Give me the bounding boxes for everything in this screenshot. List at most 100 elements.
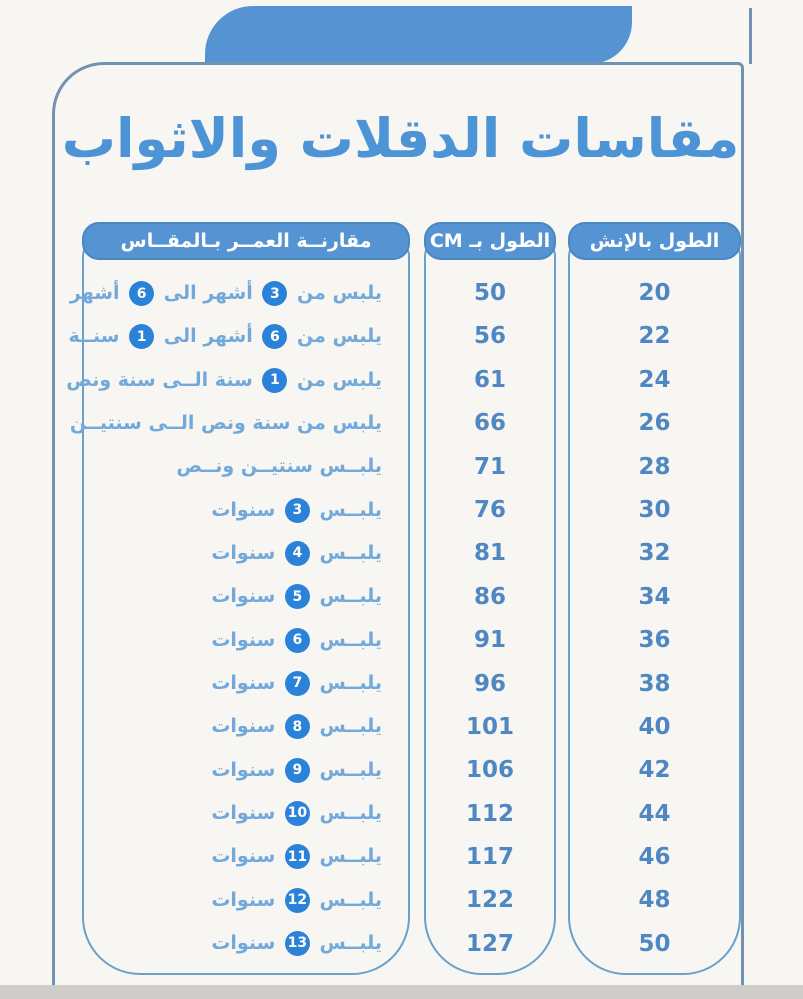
age-text-segment: يلبــس [312,758,383,781]
cm-value: 101 [465,713,514,740]
inches-value: 30 [638,496,671,523]
cm-value: 81 [473,540,506,567]
cm-value: 66 [473,410,506,437]
age-row: يلبــس 7 سنوات [84,670,408,697]
cm-value: 106 [465,757,514,784]
age-row: يلبس من 1 سنة الــى سنة ونص [66,367,408,394]
cm-column: الطول بـ CM 50 56 61 66 71 76 81 86 91 96 101 106 11… [424,222,556,975]
circled-number: 1 [262,367,288,393]
inches-value: 34 [638,583,671,610]
age-text-segment: سنوات [211,541,282,564]
inches-value: 50 [638,930,671,957]
age-text-segment: يلبــس [312,585,383,608]
cm-value: 56 [473,323,506,350]
cm-value: 91 [473,627,506,654]
inches-value: 46 [638,844,671,871]
circled-number: 12 [284,887,310,913]
top-tab-shape [205,6,632,64]
age-text-segment: سنــة [68,325,127,348]
age-text-segment: يلبــس [312,715,383,738]
age-row: يلبــس 9 سنوات [84,757,408,784]
age-text-segment: يلبس من [290,325,382,348]
inches-value: 20 [638,280,671,306]
circled-number: 8 [284,714,310,740]
age-text-segment: يلبــس [312,888,383,911]
age-text-segment: سنوات [211,758,282,781]
age-text-segment: سنوات [211,845,282,868]
age-row: يلبس من 6 أشهر الى 1 سنــة [69,323,408,350]
age-text-segment: يلبــس [312,671,383,694]
age-text-segment: يلبــس [312,845,383,868]
age-text-segment: سنوات [211,628,282,651]
age-text-segment: يلبــس [312,628,383,651]
age-text-segment: يلبــس [312,541,383,564]
circled-number: 11 [284,844,310,870]
inches-value: 42 [638,757,671,784]
inches-value: 24 [638,366,671,393]
age-text-segment: سنوات [211,671,282,694]
inches-column-header: الطول بالإنش [568,222,741,260]
cm-value: 127 [465,930,514,957]
circled-number: 13 [284,930,310,956]
age-column-header: مقارنــة العمــر بـالمقــاس [82,222,410,260]
age-row: يلبــس 10 سنوات [84,800,408,827]
age-row: يلبــس 3 سنوات [84,497,408,524]
cm-value: 61 [473,366,506,393]
age-text-segment: أشهر الى [157,282,260,304]
circled-number: 6 [262,324,288,350]
circled-number: 1 [129,324,155,350]
outer-frame [52,62,744,999]
age-row: يلبــس 6 سنوات [84,627,408,654]
age-text-segment: يلبــس [312,498,383,521]
age-text-segment: سنة الــى سنة ونص [66,368,260,391]
circled-number: 7 [284,670,310,696]
age-row: يلبــس 13 سنوات [84,930,408,957]
inches-value: 40 [638,713,671,740]
cm-value: 122 [465,887,514,914]
cm-value: 86 [473,583,506,610]
age-row: يلبــس 8 سنوات [84,713,408,740]
photo-bottom-edge [0,985,803,999]
age-row: يلبــس سنتيــن ونــص [84,453,408,480]
inches-value: 26 [638,410,671,437]
age-text-segment: يلبــس سنتيــن ونــص [176,455,382,478]
age-row: يلبس من سنة ونص الــى سنتيــن [70,410,408,437]
cm-column-header: الطول بـ CM [424,222,556,260]
inches-value: 32 [638,540,671,567]
page-title: مقاسات الدقلات والاثواب [61,107,740,170]
inches-column: الطول بالإنش 20 22 24 26 28 30 32 34 36 38 40 42 44 4… [568,222,741,975]
circled-number: 3 [262,281,288,306]
age-column-body: يلبس من 3 أشهر الى 6 أشهر يلبس من 6 أشهر … [66,240,410,975]
age-row: يلبــس 12 سنوات [84,887,408,914]
cm-value: 76 [473,496,506,523]
cm-value: 50 [473,280,506,306]
age-text-segment: أشهر [69,282,127,304]
age-text-segment: سنوات [211,715,282,738]
circled-number: 6 [284,627,310,653]
inches-value: 38 [638,670,671,697]
frame-right-edge [749,8,752,64]
cm-value: 117 [465,844,514,871]
age-text-segment: يلبــس [312,931,383,954]
age-text-segment: سنوات [211,498,282,521]
cm-value: 112 [465,800,514,827]
inches-value: 28 [638,453,671,480]
age-text-segment: سنوات [211,931,282,954]
circled-number: 6 [129,281,155,306]
circled-number: 5 [284,584,310,610]
inches-value: 44 [638,800,671,827]
circled-number: 4 [284,540,310,566]
circled-number: 9 [284,757,310,783]
age-row: يلبــس 11 سنوات [84,843,408,870]
age-column: مقارنــة العمــر بـالمقــاس يلبس من 3 أش… [66,222,410,975]
age-text-segment: سنوات [211,888,282,911]
age-text-segment: يلبــس [312,801,383,824]
inches-value: 36 [638,627,671,654]
age-text-segment: يلبس من [290,282,382,304]
age-text-segment: يلبس من [290,368,382,391]
inches-value: 48 [638,887,671,914]
cm-value: 71 [473,453,506,480]
circled-number: 10 [284,800,310,826]
inches-value: 22 [638,323,671,350]
